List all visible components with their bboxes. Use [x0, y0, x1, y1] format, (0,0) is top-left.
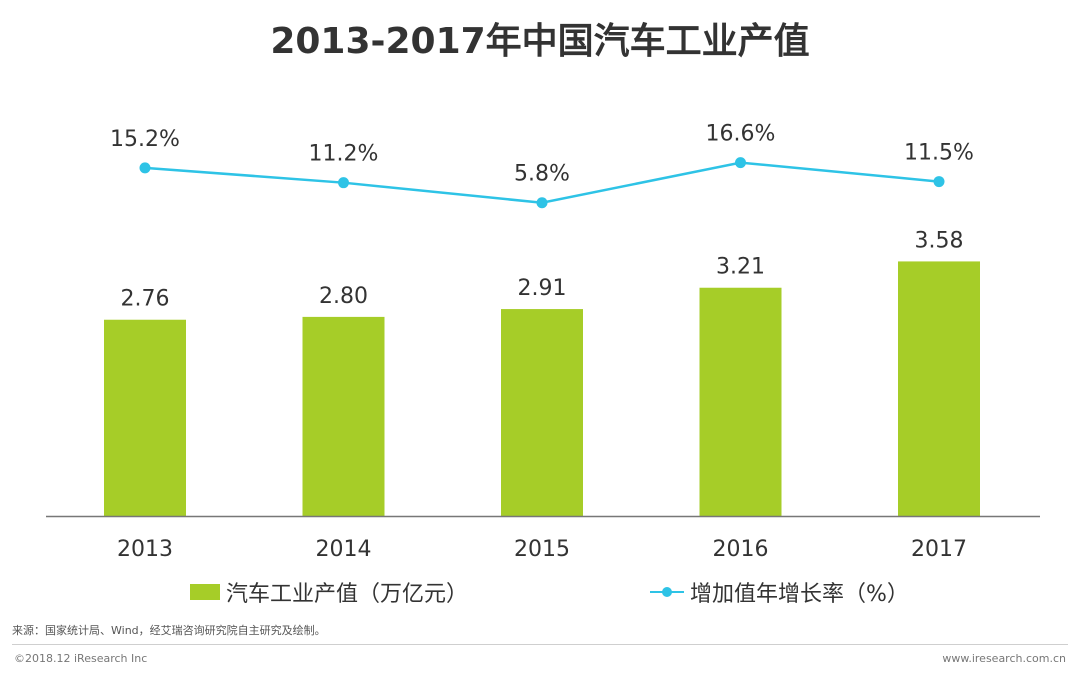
legend-item-line: 增加值年增长率（%） [650, 576, 909, 608]
footer-divider [12, 644, 1068, 645]
bar-value-label: 2.80 [319, 284, 368, 309]
growth-rate-point [139, 162, 151, 174]
x-tick-label: 2015 [514, 537, 570, 562]
growth-rate-label: 11.5% [904, 141, 974, 166]
growth-rate-point [933, 176, 945, 188]
bar [898, 261, 980, 516]
x-tick-label: 2017 [911, 537, 967, 562]
legend-line-swatch [650, 584, 684, 600]
bar [302, 316, 385, 516]
source-note: 来源：国家统计局、Wind，经艾瑞咨询研究院自主研究及绘制。 [12, 624, 326, 637]
bar [104, 319, 186, 516]
bar [501, 309, 583, 516]
bar-value-label: 3.21 [716, 255, 765, 280]
bar-value-label: 3.58 [915, 228, 964, 253]
bar [699, 287, 782, 516]
growth-rate-point [536, 197, 548, 209]
legend-line-label: 增加值年增长率（%） [690, 582, 909, 607]
legend-bar-label: 汽车工业产值（万亿元） [226, 582, 469, 607]
x-tick-label: 2016 [713, 537, 769, 562]
footer-copyright: ©2018.12 iResearch Inc [14, 652, 148, 665]
chart-title: 2013-2017年中国汽车工业产值 [270, 21, 810, 62]
bar-value-label: 2.91 [518, 276, 567, 301]
growth-rate-point [735, 157, 746, 169]
bar-value-label: 2.76 [121, 287, 170, 312]
footer-website: www.iresearch.com.cn [942, 652, 1066, 665]
growth-rate-label: 11.2% [309, 142, 379, 167]
x-tick-label: 2013 [117, 537, 173, 562]
growth-rate-label: 5.8% [514, 162, 570, 187]
legend-bar-swatch [190, 584, 220, 600]
legend-item-bar: 汽车工业产值（万亿元） [190, 576, 468, 608]
growth-rate-point [338, 177, 349, 189]
growth-rate-label: 15.2% [110, 127, 180, 152]
x-tick-label: 2014 [316, 537, 372, 562]
growth-rate-label: 16.6% [706, 122, 776, 147]
